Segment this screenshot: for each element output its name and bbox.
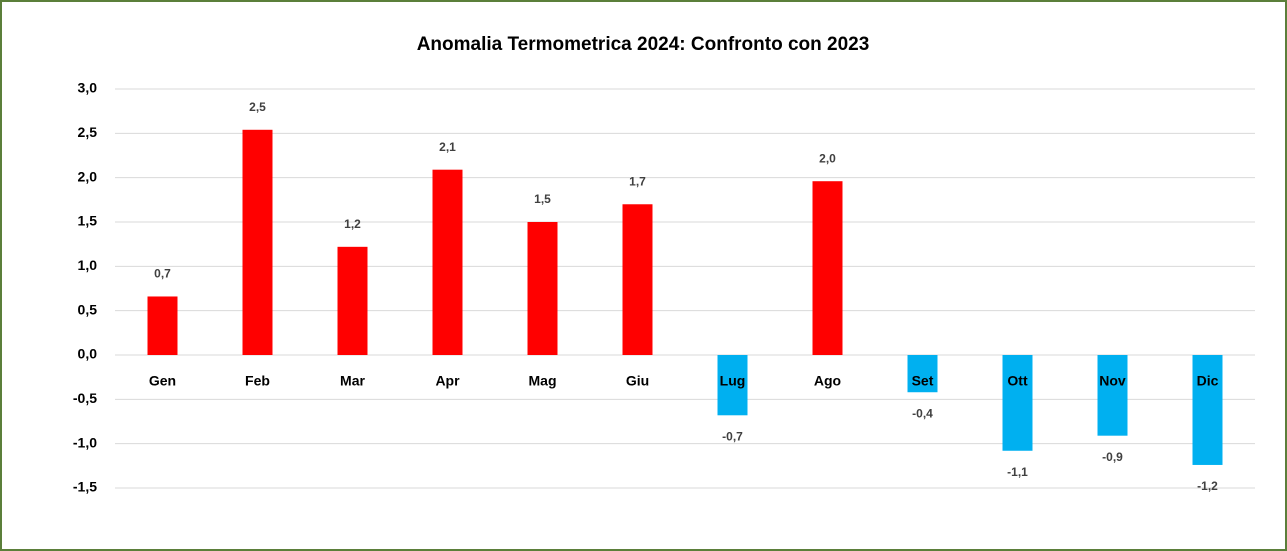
y-tick-label: -1,0 <box>73 434 97 450</box>
y-tick-label: 0,5 <box>78 301 98 317</box>
x-tick-label: Mar <box>340 373 365 389</box>
y-tick-label: -0,5 <box>73 390 97 406</box>
x-tick-label: Feb <box>245 373 270 389</box>
value-label: -0,4 <box>912 406 933 420</box>
y-tick-label: 2,0 <box>78 168 98 184</box>
value-label: 1,7 <box>629 174 646 188</box>
value-label: 0,7 <box>154 267 171 281</box>
bar <box>812 181 843 355</box>
value-label: 2,0 <box>819 151 836 165</box>
x-tick-label: Apr <box>435 373 460 389</box>
x-tick-label: Ago <box>814 373 841 389</box>
bar <box>622 204 653 355</box>
value-label: 2,1 <box>439 140 456 154</box>
x-tick-label: Gen <box>149 373 176 389</box>
y-tick-label: 1,0 <box>78 257 98 273</box>
y-tick-label: 3,0 <box>78 80 98 96</box>
x-tick-label: Mag <box>529 373 557 389</box>
bar <box>907 355 938 393</box>
bar <box>337 246 368 355</box>
value-label: -0,7 <box>722 429 743 443</box>
y-tick-label: 0,0 <box>78 346 98 362</box>
value-label: 1,5 <box>534 192 551 206</box>
bar <box>717 355 748 416</box>
value-label: -1,1 <box>1007 465 1028 479</box>
bar <box>242 129 273 355</box>
y-tick-label: 2,5 <box>78 124 98 140</box>
x-tick-label: Set <box>912 373 934 389</box>
value-label: 1,2 <box>344 217 361 231</box>
bar <box>1097 355 1128 436</box>
bar <box>1192 355 1223 465</box>
y-tick-label: -1,5 <box>73 479 97 495</box>
x-tick-label: Dic <box>1197 373 1219 389</box>
x-tick-label: Nov <box>1099 373 1126 389</box>
value-label: 2,5 <box>249 100 266 114</box>
value-label: -1,2 <box>1197 479 1218 493</box>
x-tick-label: Ott <box>1007 373 1028 389</box>
bar <box>527 222 558 355</box>
bar <box>147 296 178 355</box>
x-tick-label: Giu <box>626 373 649 389</box>
bar <box>1002 355 1033 451</box>
x-tick-label: Lug <box>720 373 746 389</box>
value-label: -0,9 <box>1102 450 1123 464</box>
chart-title: Anomalia Termometrica 2024: Confronto co… <box>417 34 870 55</box>
y-tick-label: 1,5 <box>78 213 98 229</box>
bar <box>432 169 463 355</box>
